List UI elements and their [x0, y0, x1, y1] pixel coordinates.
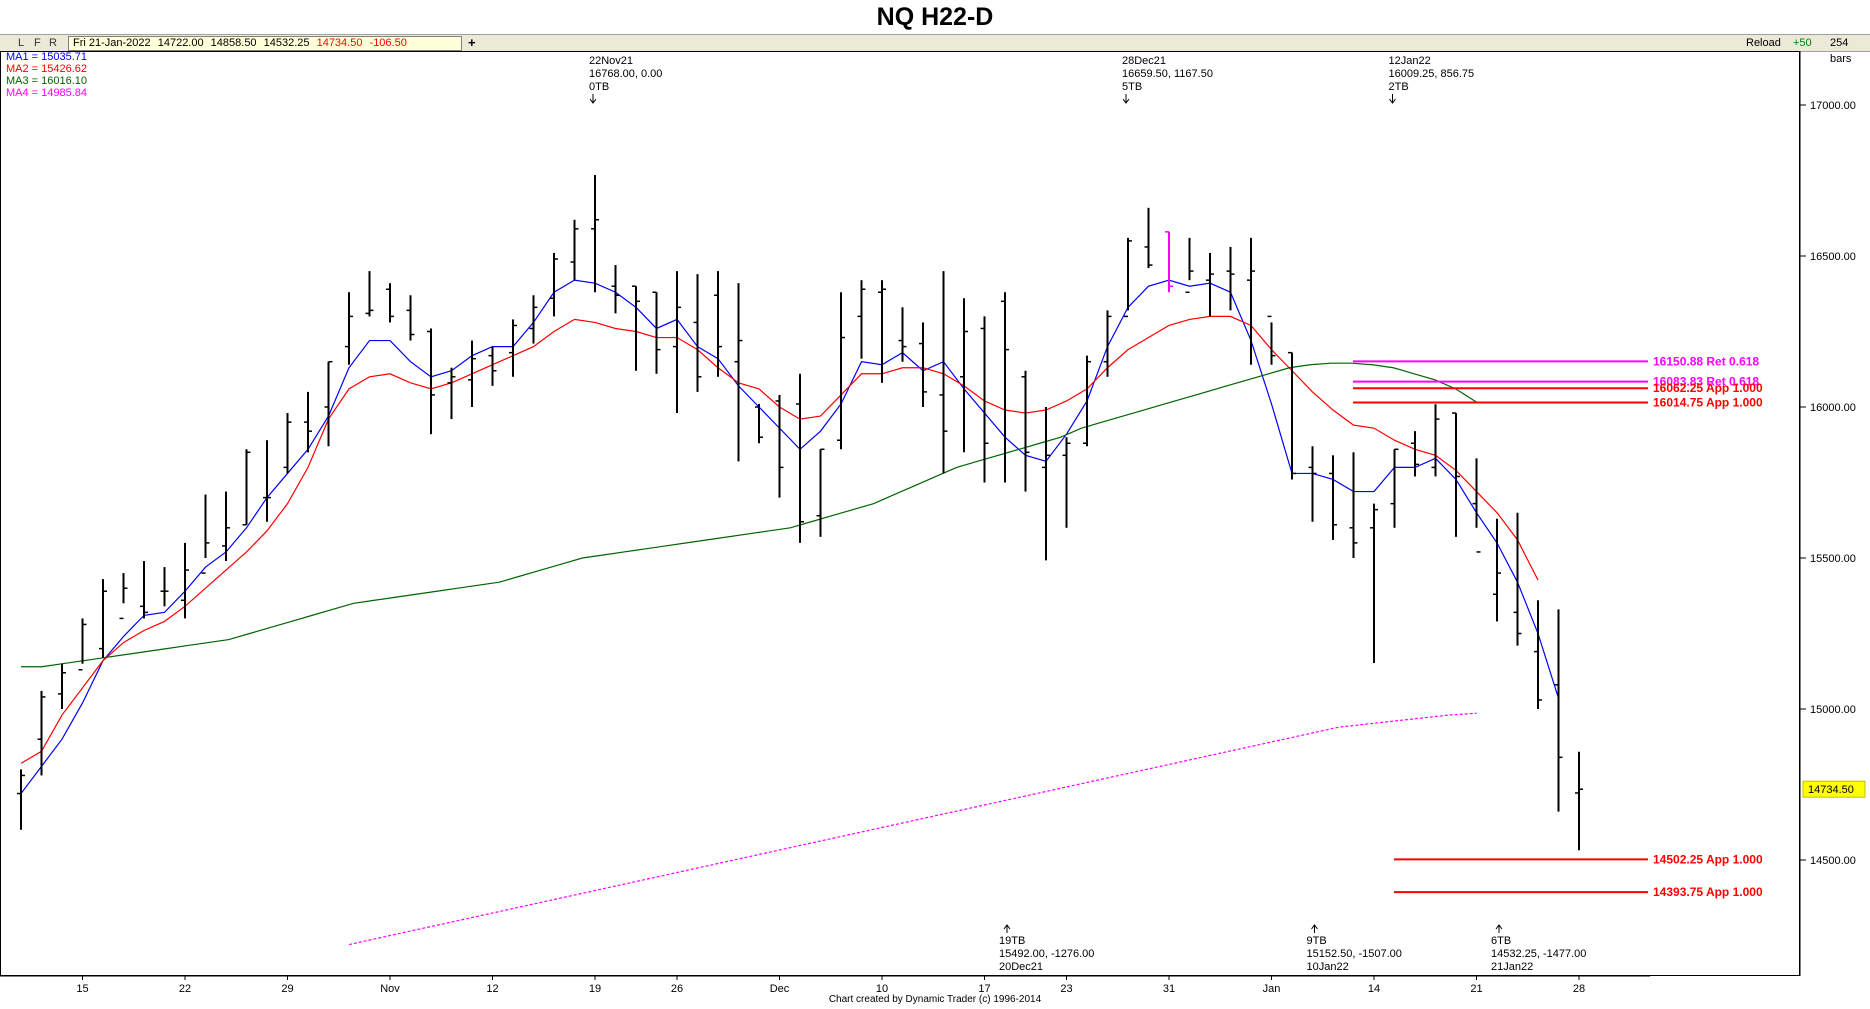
x-tick-label: Dec: [770, 983, 790, 995]
pivot-label: 15492.00, -1276.00: [999, 948, 1094, 960]
x-tick-label: 22: [179, 983, 191, 995]
pivot-label: 28Dec21: [1122, 55, 1166, 67]
quote-change: -106.50: [369, 37, 407, 49]
bars-count: 254 bars: [1830, 37, 1852, 65]
price-level-label: 14393.75 App 1.000: [1653, 885, 1763, 899]
x-tick-label: 12: [486, 983, 498, 995]
ma-legend-item: MA2 = 15426.62: [6, 63, 88, 75]
pivot-label: 14532.25, -1477.00: [1491, 948, 1586, 960]
pivot-label: 19TB: [999, 935, 1025, 947]
ma-line-ma2: [20, 315, 1539, 764]
quote-open: 14722.00: [157, 37, 204, 49]
x-tick-label: Nov: [380, 983, 400, 995]
y-tick-label: 14500.00: [1810, 855, 1856, 867]
credit-text: Chart created by Dynamic Trader (c) 1996…: [828, 994, 1042, 1005]
current-price-label: 14734.50: [1808, 784, 1854, 796]
x-tick-label: 29: [281, 983, 293, 995]
add-button[interactable]: +: [468, 35, 476, 50]
pivot-label: 15152.50, -1507.00: [1307, 948, 1402, 960]
y-tick-label: 17000.00: [1810, 100, 1856, 112]
pivot-arrow-head: [1389, 98, 1396, 104]
line-mode-button[interactable]: L: [18, 37, 25, 49]
file-button[interactable]: F: [34, 37, 41, 49]
price-level-label: 16083.83 Ret 0.618: [1653, 375, 1759, 389]
price-level-label: 14502.25 App 1.000: [1653, 852, 1763, 866]
x-tick-label: 10: [876, 983, 888, 995]
y-tick-label: 15500.00: [1810, 553, 1856, 565]
pivot-label: 20Dec21: [999, 961, 1043, 973]
refresh-button[interactable]: R: [49, 37, 57, 49]
y-tick-label: 16000.00: [1810, 402, 1856, 414]
pivot-label: 0TB: [589, 81, 609, 93]
pivot-label: 5TB: [1122, 81, 1142, 93]
x-tick-label: 26: [671, 983, 683, 995]
pivot-label: 6TB: [1491, 935, 1511, 947]
pivot-label: 16009.25, 856.75: [1389, 68, 1475, 80]
pivot-label: 2TB: [1389, 81, 1409, 93]
x-tick-label: 15: [76, 983, 88, 995]
x-tick-label: 17: [978, 983, 990, 995]
pivot-arrow-head: [1311, 924, 1318, 930]
price-level-label: 16062.25 App 1.000: [1653, 381, 1763, 395]
ma-legend-item: MA3 = 16016.10: [6, 75, 88, 87]
pivot-label: 10Jan22: [1307, 961, 1349, 973]
chart-title: NQ H22-D: [876, 3, 994, 31]
quote-high: 14858.50: [210, 37, 257, 49]
x-tick-label: 21: [1470, 983, 1482, 995]
ma-line-ma3: [21, 362, 1477, 668]
pivot-label: 21Jan22: [1491, 961, 1533, 973]
ma-line-ma4: [348, 712, 1477, 946]
pivot-arrow-head: [1003, 924, 1011, 930]
price-level-label: 16150.88 Ret 0.618: [1653, 354, 1759, 368]
x-tick-label: 19: [589, 983, 601, 995]
pivot-label: 16659.50, 1167.50: [1122, 68, 1213, 80]
pivot-arrow-head: [1495, 924, 1503, 930]
pivot-label: 12Jan22: [1389, 55, 1431, 67]
pivot-label: 9TB: [1307, 935, 1327, 947]
y-tick-label: 16500.00: [1810, 251, 1856, 263]
price-level-label: 16014.75 App 1.000: [1653, 396, 1763, 410]
ma-legend-item: MA1 = 15035.71: [6, 51, 88, 63]
x-tick-label: 14: [1368, 983, 1380, 995]
pivot-arrow-head: [1122, 98, 1130, 104]
x-tick-label: Jan: [1263, 983, 1281, 995]
ma-legend-item: MA4 = 14985.84: [6, 87, 88, 99]
reload-button[interactable]: Reload: [1746, 37, 1781, 49]
pivot-label: 16768.00, 0.00: [589, 68, 662, 80]
quote-date: Fri 21-Jan-2022: [73, 37, 151, 49]
x-tick-label: 28: [1573, 983, 1585, 995]
pivot-arrow-head: [589, 98, 597, 104]
ma-line-ma1: [20, 279, 1560, 794]
pivot-label: 22Nov21: [589, 55, 633, 67]
y-tick-label: 15000.00: [1810, 704, 1856, 716]
quote-readout: Fri 21-Jan-2022 14722.00 14858.50 14532.…: [68, 36, 462, 51]
step-value[interactable]: +50: [1793, 37, 1812, 49]
quote-low: 14532.25: [263, 37, 310, 49]
x-tick-label: 23: [1060, 983, 1072, 995]
quote-close: 14734.50: [316, 37, 363, 49]
x-tick-label: 31: [1163, 983, 1175, 995]
current-price-tag: [1802, 780, 1866, 798]
